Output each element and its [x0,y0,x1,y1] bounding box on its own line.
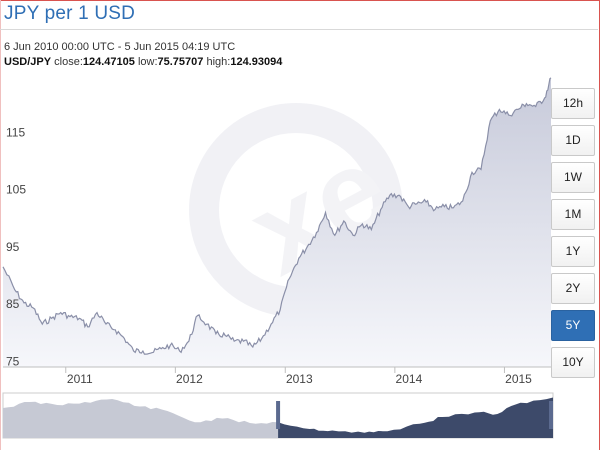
navigator-right-handle[interactable] [549,401,553,429]
x-tick-label: 2015 [505,372,532,386]
frame-top-border [0,0,600,1]
stats-line: USD/JPY close:124.47105 low:75.75707 hig… [4,56,282,68]
range-button-5y[interactable]: 5Y [551,310,595,341]
area-layer [2,77,552,368]
low-label: low: [137,56,158,68]
range-button-1d[interactable]: 1D [551,125,595,156]
range-button-group: 12h 1D 1W 1M 1Y 2Y 5Y 10Y [551,88,597,384]
x-tick-label: 2014 [396,372,423,386]
high-label: high: [206,56,231,68]
low-value: 75.75707 [157,56,204,68]
close-label: close: [54,56,83,68]
range-button-2y[interactable]: 2Y [551,273,595,304]
close-value: 124.47105 [82,56,135,68]
range-button-1w[interactable]: 1W [551,162,595,193]
title-divider [0,29,598,30]
y-tick-label: 95 [6,240,20,254]
x-tick-label: 2012 [176,372,203,386]
y-tick-label: 115 [6,125,25,139]
y-tick-label: 85 [6,297,20,311]
price-area [3,77,551,368]
range-button-1m[interactable]: 1M [551,199,595,230]
x-tick-label: 2011 [67,372,93,386]
price-line[interactable] [2,77,552,355]
range-button-10y[interactable]: 10Y [551,347,595,378]
pair-label: USD/JPY [4,56,52,68]
x-tick-label: 2013 [286,372,313,386]
frame-left-border [0,0,1,450]
navigator-history-area [3,399,279,438]
range-button-12h[interactable]: 12h [551,88,595,119]
navigator-left-handle[interactable] [276,401,281,429]
navigator[interactable] [2,392,554,439]
chart-title: JPY per 1 USD [4,3,136,24]
navigator-selected-area [278,397,553,438]
y-tick-label: 105 [6,183,26,197]
x-axis-ticks: 2011 2012 2013 2014 2015 [65,367,532,386]
range-button-1y[interactable]: 1Y [551,236,595,267]
high-value: 124.93094 [230,56,283,68]
date-range: 6 Jun 2010 00:00 UTC - 5 Jun 2015 04:19 … [4,41,236,53]
y-tick-label: 75 [6,354,20,368]
y-axis-ticks: 75 85 95 105 115 [6,125,26,368]
